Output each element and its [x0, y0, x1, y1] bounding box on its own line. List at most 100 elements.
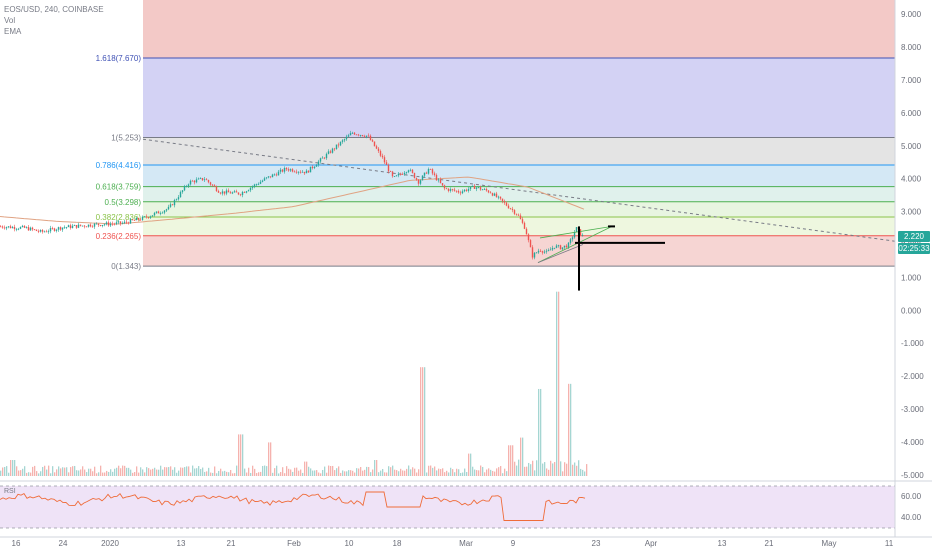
candle-body: [443, 185, 446, 189]
candle-body: [437, 179, 440, 181]
candle-body: [449, 189, 452, 191]
y-tick-label: 0.000: [901, 306, 922, 315]
candle-body: [237, 192, 240, 195]
candle-body: [385, 162, 388, 165]
candle-body: [45, 231, 48, 233]
candle-body: [39, 229, 42, 232]
volume-bar: [310, 468, 312, 476]
volume-bar: [490, 469, 492, 476]
volume-bar: [286, 466, 288, 476]
candle-body: [483, 189, 486, 190]
candle-body: [117, 221, 120, 223]
fib-zone: [143, 201, 895, 217]
candle-body: [359, 135, 362, 136]
candle-body: [23, 225, 26, 228]
candle-body: [255, 184, 258, 185]
candle-body: [495, 193, 498, 198]
volume-bar: [328, 465, 330, 476]
candlestick-series: [0, 130, 584, 260]
volume-bar: [410, 469, 412, 476]
ema-label[interactable]: EMA: [4, 27, 22, 36]
candle-body: [37, 230, 40, 232]
candle-body: [273, 174, 276, 176]
volume-bar: [540, 388, 542, 476]
candle-body: [343, 139, 346, 141]
volume-bar: [510, 445, 512, 476]
volume-bar: [406, 468, 408, 476]
volume-bar: [394, 469, 396, 476]
volume-bar: [546, 468, 548, 476]
volume-bar: [100, 465, 102, 476]
candle-body: [433, 173, 436, 176]
candle-body: [407, 170, 410, 173]
volume-bar: [234, 473, 236, 476]
volume-bar: [136, 466, 138, 476]
candle-body: [113, 223, 116, 225]
volume-bar: [288, 468, 290, 476]
candle-body: [19, 227, 22, 229]
volume-bar: [314, 470, 316, 476]
candle-body: [563, 245, 566, 248]
candle-body: [391, 171, 394, 177]
candle-body: [489, 192, 492, 194]
candle-body: [347, 135, 350, 137]
volume-bar: [46, 469, 48, 476]
candle-body: [87, 224, 90, 227]
volume-bar: [566, 463, 568, 476]
volume-bar: [472, 466, 474, 476]
volume-bar: [4, 466, 6, 476]
symbol-label[interactable]: EOS/USD, 240, COINBASE: [4, 5, 104, 14]
volume-bar: [560, 461, 562, 476]
price-axis[interactable]: 9.0008.0007.0006.0005.0004.0003.0002.000…: [894, 0, 924, 537]
candle-body: [493, 193, 496, 196]
candle-body: [569, 239, 572, 243]
volume-bar: [88, 468, 90, 476]
volume-bar: [22, 468, 24, 476]
time-axis[interactable]: 16 24 2020 13 21 Feb 10 18 Mar 9 23 Apr 13 21 May 11: [0, 536, 932, 548]
volume-bar: [192, 465, 194, 476]
volume-label[interactable]: Vol: [4, 16, 16, 25]
candle-body: [147, 217, 150, 219]
candle-body: [185, 186, 188, 187]
candle-body: [125, 221, 128, 223]
candle-body: [325, 153, 328, 159]
candle-body: [397, 173, 400, 176]
candle-body: [261, 180, 264, 182]
candle-body: [231, 192, 234, 194]
candle-body: [95, 223, 98, 225]
fib-level-label: 0.382(2.836): [96, 213, 142, 222]
candle-body: [235, 191, 238, 193]
candle-body: [267, 176, 270, 178]
volume-bar: [508, 445, 510, 476]
candle-body: [71, 225, 74, 228]
candle-body: [561, 247, 564, 250]
candle-body: [181, 190, 184, 193]
candle-body: [311, 166, 314, 169]
candle-body: [53, 228, 56, 231]
candle-body: [441, 183, 444, 186]
volume-bar: [486, 469, 488, 476]
candle-body: [331, 148, 334, 153]
volume-bar: [504, 468, 506, 476]
volume-bar: [326, 472, 328, 476]
candle-body: [193, 180, 196, 183]
volume-bar: [474, 469, 476, 476]
volume-bars: [0, 291, 588, 476]
volume-bar: [236, 465, 238, 476]
candle-body: [457, 190, 460, 193]
candle-body: [215, 186, 218, 191]
volume-bar: [260, 471, 262, 476]
volume-bar: [400, 468, 402, 476]
fib-level-label: 0.5(3.298): [105, 198, 142, 207]
volume-bar: [350, 470, 352, 476]
candle-body: [97, 223, 100, 225]
rsi-label[interactable]: RSI: [4, 488, 16, 495]
y-tick-label: -3.000: [901, 405, 924, 414]
volume-bar: [580, 468, 582, 476]
volume-bar: [178, 470, 180, 476]
candle-body: [263, 178, 266, 181]
candle-body: [545, 250, 548, 252]
volume-bar: [172, 469, 174, 476]
volume-bar: [516, 465, 518, 476]
